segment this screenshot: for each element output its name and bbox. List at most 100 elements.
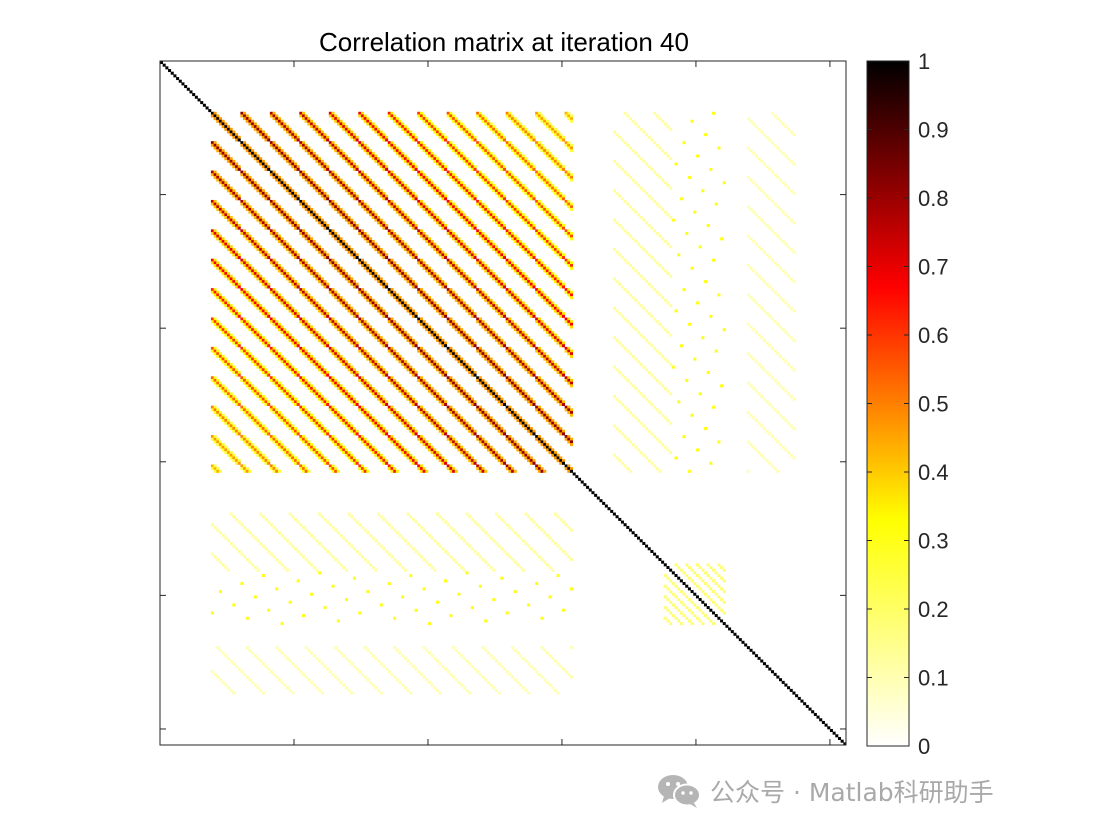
heatmap-cell [551, 394, 555, 398]
heatmap-cell [419, 264, 423, 268]
heatmap-cell [441, 250, 445, 254]
heatmap-cell [535, 258, 539, 262]
heatmap-cell [363, 290, 367, 294]
heatmap-cell [326, 138, 330, 142]
heatmap-cell [505, 376, 509, 380]
heatmap-cell [433, 333, 437, 337]
heatmap-cell [492, 274, 496, 278]
heatmap-cell [291, 338, 295, 342]
heatmap-cell [508, 232, 512, 236]
heatmap-cell [505, 437, 509, 441]
heatmap-cell [210, 349, 214, 353]
heatmap-cell [245, 290, 249, 294]
heatmap-cell [409, 165, 413, 169]
heatmap-cell [355, 341, 359, 345]
heatmap-cell [540, 381, 544, 385]
heatmap-cell [363, 411, 367, 415]
heatmap-cell [259, 280, 263, 284]
heatmap-cell [226, 451, 231, 455]
heatmap-cell [524, 250, 528, 254]
heatmap-cell [221, 149, 225, 153]
heatmap-cell [304, 378, 308, 382]
heatmap-cell [336, 386, 340, 390]
heatmap-cell [655, 143, 659, 147]
heatmap-cell [784, 213, 788, 217]
heatmap-cell [508, 322, 512, 326]
heatmap-cell [653, 111, 657, 115]
heatmap-cell [243, 376, 247, 380]
heatmap-cell [567, 143, 571, 147]
heatmap-cell [414, 194, 418, 198]
heatmap-cell [285, 362, 289, 366]
heatmap-cell [647, 341, 651, 345]
heatmap-cell [347, 274, 351, 278]
heatmap-cell [494, 453, 498, 457]
heatmap-cell [631, 207, 635, 211]
heatmap-cell [342, 210, 346, 214]
heatmap-cell [433, 154, 437, 158]
heatmap-cell [360, 143, 365, 147]
heatmap-cell [320, 194, 324, 198]
heatmap-cell [307, 151, 311, 155]
heatmap-cell [473, 285, 477, 289]
heatmap-cell [366, 381, 370, 385]
heatmap-cell [468, 312, 472, 316]
heatmap-cell [548, 274, 552, 278]
heatmap-cell [551, 336, 555, 340]
heatmap-cell [462, 451, 466, 455]
heatmap-cell [548, 362, 552, 366]
heatmap-cell [304, 143, 308, 147]
heatmap-cell [527, 394, 531, 398]
heatmap-cell [221, 207, 225, 211]
heatmap-cell [318, 336, 322, 340]
heatmap-cell [304, 320, 308, 324]
heatmap-cell [248, 149, 252, 153]
heatmap-cell [460, 298, 464, 302]
heatmap-cell [291, 250, 295, 254]
heatmap-cell [427, 389, 431, 393]
heatmap-cell [497, 277, 501, 281]
heatmap-cell [395, 149, 399, 153]
heatmap-cell [559, 191, 563, 195]
heatmap-cell [446, 143, 450, 147]
heatmap-cell [226, 360, 231, 364]
heatmap-cell [355, 373, 359, 377]
heatmap-cell [393, 117, 397, 121]
heatmap-cell [347, 362, 351, 366]
heatmap-cell [661, 325, 665, 329]
heatmap-cell [310, 125, 314, 129]
heatmap-cell [334, 234, 338, 238]
heatmap-cell [334, 266, 338, 270]
heatmap-cell [623, 288, 627, 292]
heatmap-cell [414, 400, 418, 404]
heatmap-cell [773, 232, 777, 236]
heatmap-cell [352, 223, 356, 227]
heatmap-cell [462, 304, 466, 308]
heatmap-cell [243, 411, 247, 415]
heatmap-cell [334, 437, 338, 441]
heatmap-cell [178, 79, 182, 83]
heatmap-cell [612, 130, 616, 134]
heatmap-cell [754, 272, 758, 276]
heatmap-cell [511, 411, 515, 415]
heatmap-cell [457, 237, 461, 241]
heatmap-cell [336, 175, 340, 179]
heatmap-cell [307, 119, 311, 123]
heatmap-cell [524, 427, 528, 431]
heatmap-cell [210, 408, 214, 412]
heatmap-cell [243, 175, 247, 179]
heatmap-cell [559, 282, 563, 286]
heatmap-cell [615, 368, 619, 372]
heatmap-cell [470, 197, 474, 201]
heatmap-cell [285, 392, 289, 396]
heatmap-cell [371, 269, 375, 273]
heatmap-cell [553, 191, 557, 195]
heatmap-cell [232, 394, 236, 398]
heatmap-cell [253, 301, 257, 305]
heatmap-cell [307, 354, 311, 358]
heatmap-cell [264, 194, 268, 198]
heatmap-cell [318, 218, 322, 222]
heatmap-cell [454, 175, 458, 179]
heatmap-cell [757, 421, 761, 425]
heatmap-cell [457, 357, 461, 361]
